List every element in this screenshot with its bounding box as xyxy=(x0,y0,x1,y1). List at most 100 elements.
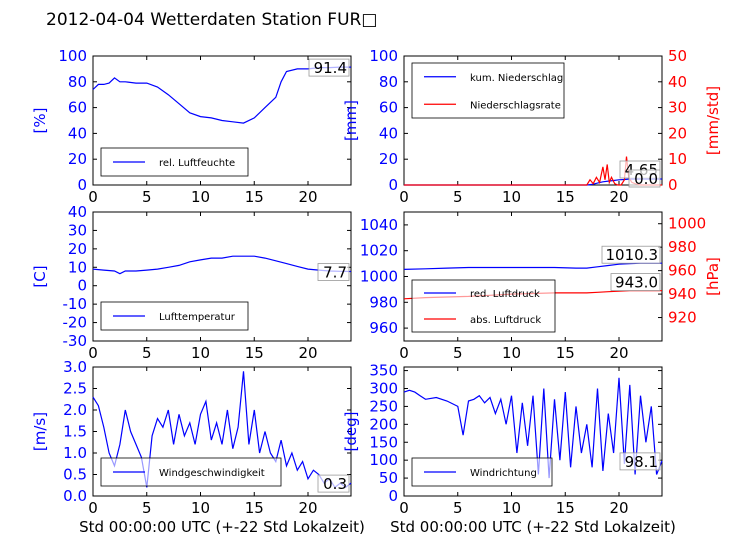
precip-legend-label: Niederschlagsrate xyxy=(470,100,561,111)
precip-ylabel-right: [mm/std] xyxy=(704,86,722,155)
pressure-value-box xyxy=(610,273,661,291)
precip-ytick-label: 60 xyxy=(379,99,398,117)
windspeed-ytick-label: 2.0 xyxy=(63,401,87,419)
precip-ytick-label: 20 xyxy=(379,150,398,168)
temperature-ytick-label: 40 xyxy=(68,203,87,221)
precip-xtick-label: 20 xyxy=(609,188,628,206)
temperature-xtick-label: 20 xyxy=(298,344,317,362)
winddir-ytick-label: 200 xyxy=(369,415,398,433)
pressure-value-box xyxy=(601,245,661,264)
windspeed-ytick-label: 2.5 xyxy=(63,380,87,398)
precip-value-label: 0.0 xyxy=(634,170,658,188)
windspeed-xtick-label: 5 xyxy=(142,499,152,517)
winddir-value-label: 98.1 xyxy=(625,453,658,471)
windspeed-xtick-label: 10 xyxy=(191,499,210,517)
windspeed-xtick-label: 15 xyxy=(245,499,264,517)
precip-ylabel: [mm] xyxy=(342,100,360,141)
pressure-legend-label: abs. Luftdruck xyxy=(470,315,541,326)
windspeed-ytick-label: 0.5 xyxy=(63,466,87,484)
humidity-xtick-label: 20 xyxy=(298,188,317,206)
precip-ytick-label: 80 xyxy=(379,73,398,91)
temperature-legend-label: Lufttemperatur xyxy=(159,312,236,323)
windspeed-value-box xyxy=(317,474,350,493)
precip-value-box xyxy=(628,169,661,188)
windspeed-value-label: 0.3 xyxy=(323,475,347,493)
pressure-ytick-label: 1040 xyxy=(360,216,398,234)
winddir-xtick-label: 0 xyxy=(399,499,409,517)
pressure-xtick-label: 20 xyxy=(609,344,628,362)
windspeed-ylabel: [m/s] xyxy=(31,412,49,451)
temperature-ytick-label: -10 xyxy=(63,295,88,313)
winddir-xtick-label: 10 xyxy=(502,499,521,517)
windspeed-ytick-label: 0.0 xyxy=(63,487,87,505)
humidity-ytick-label: 100 xyxy=(58,47,87,65)
precip-ytick-label: 40 xyxy=(379,124,398,142)
pressure-ytick-right-label: 940 xyxy=(668,285,697,303)
humidity-ytick-label: 0 xyxy=(77,176,87,194)
temperature-series-line-0 xyxy=(92,255,352,275)
temperature-value-label: 7.7 xyxy=(323,264,347,282)
winddir-legend-label: Windrichtung xyxy=(470,468,537,479)
winddir-xtick-label: 15 xyxy=(556,499,575,517)
humidity-xtick-label: 5 xyxy=(142,188,152,206)
pressure-value-label: 1010.3 xyxy=(606,246,659,264)
winddir-ytick-label: 0 xyxy=(388,487,398,505)
precip-ytick-right-label: 30 xyxy=(668,99,687,117)
humidity-series-line-0 xyxy=(92,66,351,124)
winddir-ylabel: [deg] xyxy=(342,412,360,452)
precip-ytick-label: 100 xyxy=(369,47,398,65)
precip-ytick-right-label: 50 xyxy=(668,47,687,65)
windspeed-ytick-label: 1.0 xyxy=(63,444,87,462)
pressure-ytick-right-label: 920 xyxy=(668,309,697,327)
temperature-value-box xyxy=(317,263,350,281)
windspeed-ytick-label: 3.0 xyxy=(63,358,87,376)
humidity-ytick-label: 40 xyxy=(68,124,87,142)
pressure-legend-label: red. Luftdruck xyxy=(470,289,540,300)
winddir-value-box xyxy=(619,452,661,471)
temperature-xtick-label: 15 xyxy=(245,344,264,362)
pressure-ylabel-right: [hPa] xyxy=(704,257,722,296)
humidity-ytick-label: 80 xyxy=(68,73,87,91)
precip-ytick-right-label: 20 xyxy=(668,124,687,142)
precip-legend-box xyxy=(411,62,565,119)
temperature-xtick-label: 0 xyxy=(88,344,98,362)
humidity-xtick-label: 15 xyxy=(245,188,264,206)
precip-ytick-right-label: 40 xyxy=(668,73,687,91)
pressure-ytick-right-label: 1000 xyxy=(668,215,706,233)
pressure-xtick-label: 15 xyxy=(556,344,575,362)
temperature-ytick-label: -20 xyxy=(63,314,88,332)
winddir-ytick-label: 150 xyxy=(369,433,398,451)
figure-title: 2012-04-04 Wetterdaten Station FUR□ xyxy=(46,10,378,30)
temperature-ytick-label: 20 xyxy=(68,240,87,258)
winddir-ytick-label: 300 xyxy=(369,380,398,398)
pressure-xtick-label: 5 xyxy=(453,344,463,362)
pressure-ytick-right-label: 960 xyxy=(668,262,697,280)
precip-ytick-right-label: 0 xyxy=(668,176,678,194)
winddir-ytick-label: 250 xyxy=(369,397,398,415)
humidity-xtick-label: 0 xyxy=(88,188,98,206)
temperature-ytick-label: 0 xyxy=(77,277,87,295)
precip-ytick-right-label: 10 xyxy=(668,150,687,168)
temperature-xtick-label: 5 xyxy=(142,344,152,362)
precip-xtick-label: 10 xyxy=(502,188,521,206)
winddir-series-line-0 xyxy=(403,377,663,479)
precip-legend-label: kum. Niederschlag xyxy=(470,73,563,84)
pressure-ytick-label: 1020 xyxy=(360,242,398,260)
humidity-ytick-label: 20 xyxy=(68,150,87,168)
winddir-ytick-label: 350 xyxy=(369,362,398,380)
winddir-ytick-label: 100 xyxy=(369,451,398,469)
pressure-legend-box xyxy=(411,279,556,333)
precip-xtick-label: 5 xyxy=(453,188,463,206)
windspeed-xtick-label: 20 xyxy=(298,499,317,517)
temperature-ytick-label: 30 xyxy=(68,221,87,239)
windspeed-legend-label: Windgeschwindigkeit xyxy=(159,468,265,479)
humidity-value-label: 91.4 xyxy=(314,59,347,77)
pressure-ytick-right-label: 980 xyxy=(668,238,697,256)
winddir-xtick-label: 5 xyxy=(453,499,463,517)
pressure-ytick-label: 960 xyxy=(369,319,398,337)
windspeed-xlabel: Std 00:00:00 UTC (+-22 Std Lokalzeit) xyxy=(79,518,365,536)
winddir-ytick-label: 50 xyxy=(379,469,398,487)
winddir-xtick-label: 20 xyxy=(609,499,628,517)
temperature-ylabel: [C] xyxy=(31,265,49,287)
